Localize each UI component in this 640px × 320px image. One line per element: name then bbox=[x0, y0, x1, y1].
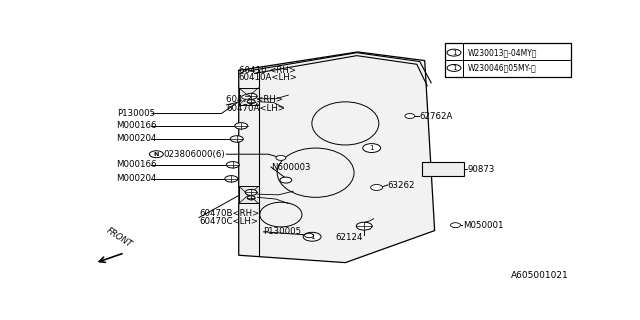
Text: P130005: P130005 bbox=[117, 109, 156, 118]
Circle shape bbox=[225, 176, 237, 182]
Circle shape bbox=[371, 185, 383, 190]
Text: N600003: N600003 bbox=[271, 163, 310, 172]
Text: 60410A<LH>: 60410A<LH> bbox=[239, 73, 298, 82]
Text: 60470 <RH>: 60470 <RH> bbox=[227, 95, 284, 105]
Text: 63262: 63262 bbox=[388, 180, 415, 189]
Text: W230013＜-04MY＞: W230013＜-04MY＞ bbox=[467, 48, 537, 57]
Text: 1: 1 bbox=[452, 50, 456, 56]
Circle shape bbox=[150, 151, 163, 158]
FancyBboxPatch shape bbox=[422, 162, 465, 176]
Circle shape bbox=[405, 114, 415, 118]
Text: 60470C<LH>: 60470C<LH> bbox=[199, 217, 258, 226]
Polygon shape bbox=[239, 186, 259, 204]
Text: 023806000(6): 023806000(6) bbox=[163, 150, 225, 159]
Text: 1: 1 bbox=[310, 234, 314, 240]
Text: 60410 <RH>: 60410 <RH> bbox=[239, 66, 296, 75]
Text: 90873: 90873 bbox=[468, 165, 495, 174]
Text: M000204: M000204 bbox=[116, 134, 157, 143]
Circle shape bbox=[356, 222, 372, 230]
Circle shape bbox=[303, 232, 321, 241]
FancyBboxPatch shape bbox=[445, 43, 571, 76]
Circle shape bbox=[235, 123, 248, 129]
Text: A605001021: A605001021 bbox=[511, 271, 568, 280]
Circle shape bbox=[305, 233, 314, 238]
Text: M050001: M050001 bbox=[463, 221, 504, 230]
Circle shape bbox=[230, 136, 243, 142]
Text: P130005: P130005 bbox=[264, 227, 301, 236]
Circle shape bbox=[280, 177, 292, 183]
Circle shape bbox=[242, 95, 251, 99]
Text: M000204: M000204 bbox=[116, 174, 157, 183]
Text: 1: 1 bbox=[452, 65, 456, 71]
Text: 62762A: 62762A bbox=[420, 111, 453, 121]
Text: FRONT: FRONT bbox=[105, 226, 134, 250]
Circle shape bbox=[227, 162, 239, 168]
Text: 62124: 62124 bbox=[335, 233, 363, 242]
Circle shape bbox=[363, 144, 381, 153]
Polygon shape bbox=[239, 88, 259, 105]
Text: N: N bbox=[154, 152, 159, 157]
Circle shape bbox=[447, 65, 461, 71]
Text: M000166: M000166 bbox=[116, 160, 157, 169]
Text: M000166: M000166 bbox=[116, 121, 157, 130]
Circle shape bbox=[247, 100, 255, 104]
Circle shape bbox=[247, 196, 255, 200]
Circle shape bbox=[447, 49, 461, 56]
Text: 1: 1 bbox=[369, 145, 374, 151]
Circle shape bbox=[276, 156, 286, 160]
Text: 60470A<LH>: 60470A<LH> bbox=[227, 104, 285, 113]
Circle shape bbox=[245, 189, 257, 195]
Text: 60470B<RH>: 60470B<RH> bbox=[199, 209, 259, 218]
Circle shape bbox=[451, 223, 460, 228]
Circle shape bbox=[245, 93, 257, 99]
Polygon shape bbox=[239, 52, 435, 263]
Text: W230046＜05MY-＞: W230046＜05MY-＞ bbox=[467, 63, 536, 72]
